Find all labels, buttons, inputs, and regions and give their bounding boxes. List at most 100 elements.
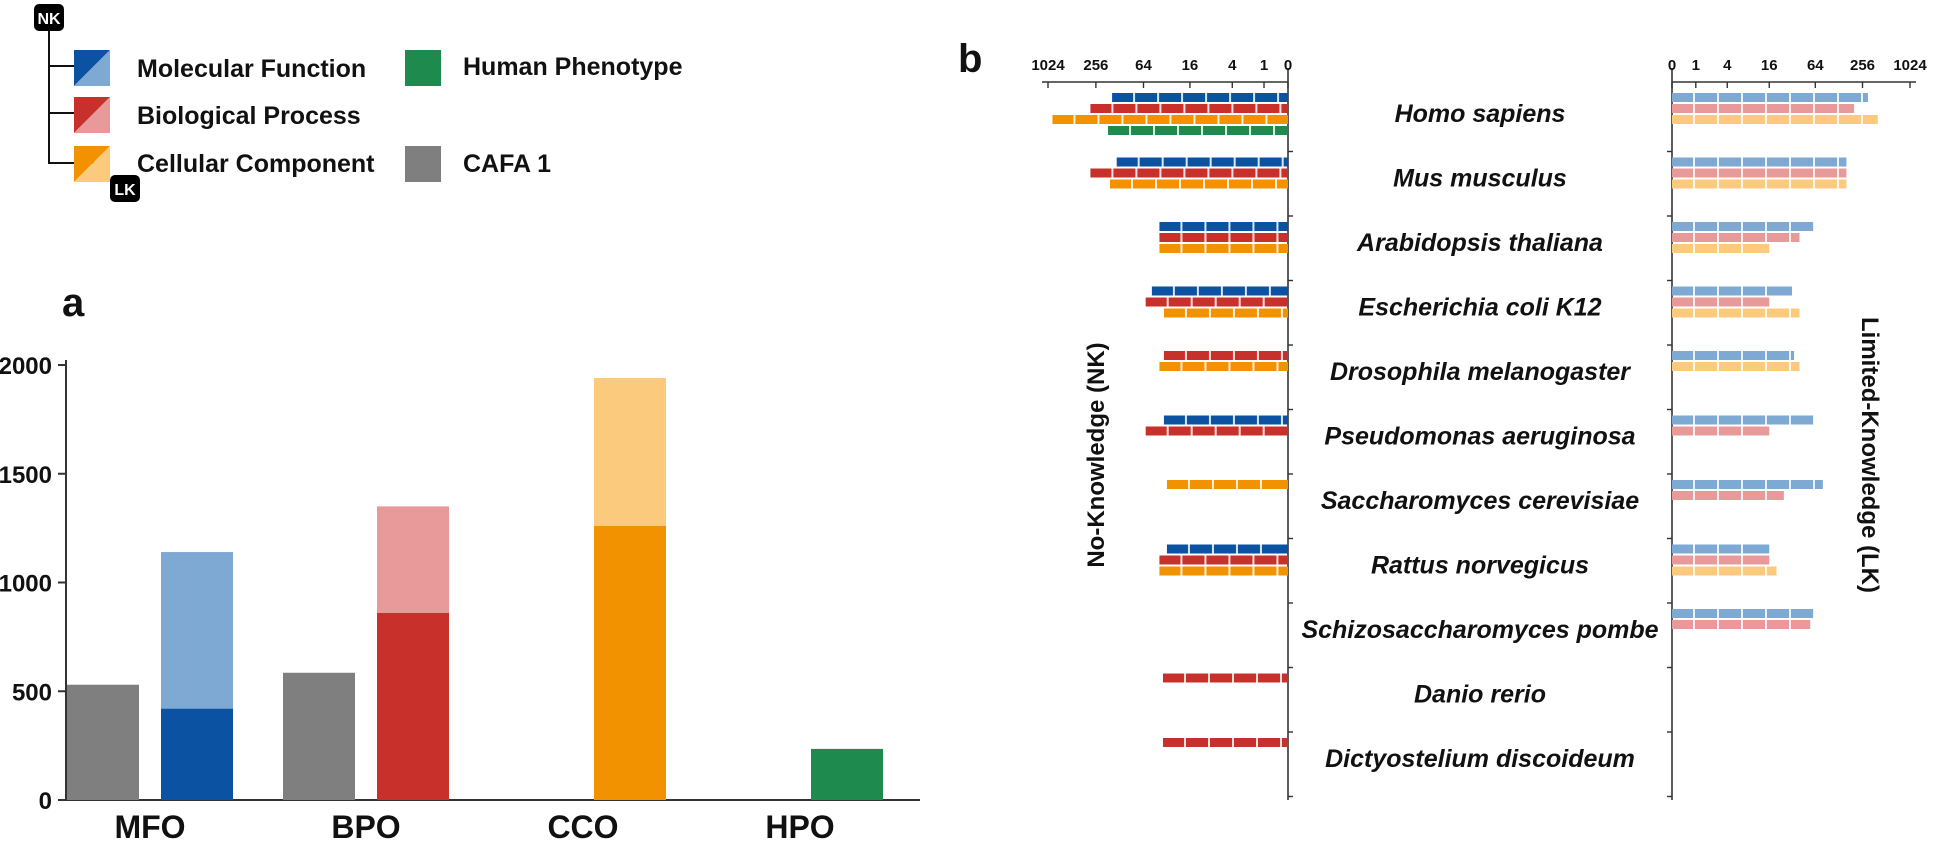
- legend-swatch-cc-lk: [74, 146, 110, 182]
- legend: NK LK Molecular Function Biological Proc…: [34, 4, 683, 202]
- b-nk-bar-cc-saccharomyces-cerevisiae: [1166, 480, 1288, 489]
- b-lk-tick-label: 16: [1761, 57, 1778, 74]
- a-y-tick-label: 1500: [0, 462, 52, 489]
- b-species-label-homo-sapiens: Homo sapiens: [1395, 100, 1566, 128]
- b-nk-bar-bp-drosophila-melanogaster: [1163, 351, 1288, 360]
- b-nk-bar-mf-arabidopsis-thaliana: [1159, 222, 1288, 231]
- b-nk-bar-cc-arabidopsis-thaliana: [1159, 244, 1288, 253]
- b-nk-bar-bp-dictyostelium-discoideum: [1162, 738, 1288, 747]
- b-lk-bar-cc-mus-musculus: [1672, 179, 1847, 189]
- a-bar-nk-mfo: [161, 708, 233, 800]
- b-lk-bar-bp-mus-musculus: [1672, 168, 1847, 178]
- panel-label-b: b: [958, 37, 982, 81]
- a-bar-cafa1-bpo: [283, 672, 355, 800]
- b-species-label-schizosaccharomyces-pombe: Schizosaccharomyces pombe: [1301, 616, 1658, 644]
- b-nk-bar-mf-rattus-norvegicus: [1166, 544, 1288, 554]
- b-species-label-saccharomyces-cerevisiae: Saccharomyces cerevisiae: [1321, 487, 1639, 515]
- b-species-label-rattus-norvegicus: Rattus norvegicus: [1371, 552, 1589, 580]
- panel-label-a: a: [62, 281, 85, 325]
- b-nk-bar-cc-drosophila-melanogaster: [1159, 362, 1288, 371]
- legend-swatch-bp-lk: [74, 97, 110, 133]
- legend-label-cc: Cellular Component: [137, 150, 375, 178]
- a-bar-lk-bpo: [377, 506, 449, 613]
- b-lk-axis-title: Limited-Knowledge (LK): [1856, 317, 1883, 593]
- a-x-tick-label-cco: CCO: [547, 809, 618, 844]
- b-lk-bar-bp-arabidopsis-thaliana: [1672, 233, 1800, 242]
- b-nk-bar-bp-mus-musculus: [1090, 168, 1288, 178]
- a-y-tick-label: 1000: [0, 571, 52, 598]
- a-x-tick-label-bpo: BPO: [331, 809, 400, 844]
- b-lk-tick-label: 64: [1807, 57, 1824, 74]
- a-y-tick-label: 0: [39, 788, 52, 815]
- b-nk-tick-label: 256: [1083, 57, 1108, 74]
- lk-badge-text: LK: [114, 182, 136, 199]
- legend-label-cafa1: CAFA 1: [463, 150, 551, 178]
- b-nk-tick-label: 1024: [1031, 57, 1065, 74]
- b-nk-bar-bp-rattus-norvegicus: [1159, 555, 1288, 565]
- b-lk-bar-bp-escherichia-coli-k12: [1672, 297, 1770, 307]
- b-lk-tick-label: 1024: [1893, 57, 1927, 74]
- b-nk-bar-bp-danio-rerio: [1162, 673, 1288, 683]
- nk-badge-text: NK: [37, 11, 61, 28]
- b-nk-tick-label: 1: [1260, 57, 1268, 74]
- b-lk-bar-bp-homo-sapiens: [1672, 104, 1855, 113]
- a-x-tick-label-mfo: MFO: [114, 809, 185, 844]
- a-bar-nk-bpo: [377, 612, 449, 800]
- a-bar-lk-mfo: [161, 552, 233, 709]
- a-x-tick-label-hpo: HPO: [765, 809, 834, 844]
- b-nk-tick-label: 64: [1135, 57, 1152, 74]
- a-bar-lk-cco: [594, 378, 666, 526]
- b-lk-bar-cc-escherichia-coli-k12: [1672, 308, 1800, 318]
- b-lk-bar-cc-rattus-norvegicus: [1672, 566, 1777, 576]
- b-nk-bar-hp-homo-sapiens: [1108, 126, 1288, 135]
- b-lk-bar-cc-arabidopsis-thaliana: [1672, 244, 1770, 253]
- b-nk-tick-label: 0: [1284, 57, 1292, 74]
- b-nk-bar-bp-arabidopsis-thaliana: [1159, 233, 1288, 242]
- b-nk-axis-title: No-Knowledge (NK): [1083, 342, 1110, 567]
- b-nk-bar-mf-mus-musculus: [1116, 157, 1288, 167]
- b-nk-bar-cc-mus-musculus: [1109, 179, 1288, 189]
- b-nk-tick-label: 4: [1228, 57, 1237, 74]
- legend-label-mf: Molecular Function: [137, 55, 366, 83]
- b-nk-bar-bp-pseudomonas-aeruginosa: [1145, 426, 1288, 436]
- b-lk-bar-mf-mus-musculus: [1672, 157, 1847, 167]
- b-lk-tick-label: 1: [1692, 57, 1700, 74]
- b-nk-bar-cc-escherichia-coli-k12: [1163, 308, 1288, 318]
- b-lk-bar-mf-saccharomyces-cerevisiae: [1672, 480, 1823, 489]
- b-species-label-drosophila-melanogaster: Drosophila melanogaster: [1330, 358, 1631, 386]
- b-nk-bar-mf-escherichia-coli-k12: [1151, 286, 1288, 296]
- b-lk-bar-mf-rattus-norvegicus: [1672, 544, 1770, 554]
- a-y-tick-label: 2000: [0, 353, 52, 380]
- legend-swatch-cafa1: [405, 146, 441, 182]
- b-species-label-danio-rerio: Danio rerio: [1414, 681, 1546, 709]
- b-nk-bar-mf-pseudomonas-aeruginosa: [1163, 415, 1288, 425]
- a-y-tick-label: 500: [12, 679, 52, 706]
- nk-badge: [34, 4, 64, 31]
- b-lk-bar-cc-homo-sapiens: [1672, 115, 1878, 124]
- lk-badge: [110, 175, 140, 202]
- b-lk-bar-bp-pseudomonas-aeruginosa: [1672, 426, 1770, 436]
- b-lk-bar-bp-saccharomyces-cerevisiae: [1672, 491, 1784, 500]
- b-nk-bar-bp-escherichia-coli-k12: [1145, 297, 1288, 307]
- b-lk-tick-label: 4: [1723, 57, 1732, 74]
- b-species-label-mus-musculus: Mus musculus: [1393, 165, 1567, 193]
- legend-swatch-hp: [405, 50, 441, 86]
- b-lk-bar-cc-drosophila-melanogaster: [1672, 362, 1800, 371]
- b-species-label-arabidopsis-thaliana: Arabidopsis thaliana: [1356, 229, 1603, 257]
- b-lk-bar-mf-drosophila-melanogaster: [1672, 351, 1795, 360]
- b-species-label-dictyostelium-discoideum: Dictyostelium discoideum: [1325, 745, 1635, 773]
- b-nk-tick-label: 16: [1182, 57, 1199, 74]
- a-bar-nk-hpo: [811, 748, 883, 800]
- b-nk-bar-bp-homo-sapiens: [1090, 104, 1288, 113]
- b-lk-tick-label: 256: [1850, 57, 1875, 74]
- legend-swatch-mf-lk: [74, 50, 110, 86]
- a-bar-nk-cco: [594, 525, 666, 800]
- panel-a-chart: 0 500 1000 1500 2000 MFO BPO CCO HPO: [0, 353, 920, 844]
- b-nk-bar-cc-rattus-norvegicus: [1159, 566, 1288, 576]
- b-species-label-escherichia-coli-k12: Escherichia coli K12: [1358, 294, 1601, 322]
- legend-label-bp: Biological Process: [137, 102, 361, 130]
- b-lk-bar-mf-escherichia-coli-k12: [1672, 286, 1793, 296]
- a-bar-cafa1-mfo: [67, 684, 139, 800]
- b-lk-bar-bp-rattus-norvegicus: [1672, 555, 1770, 565]
